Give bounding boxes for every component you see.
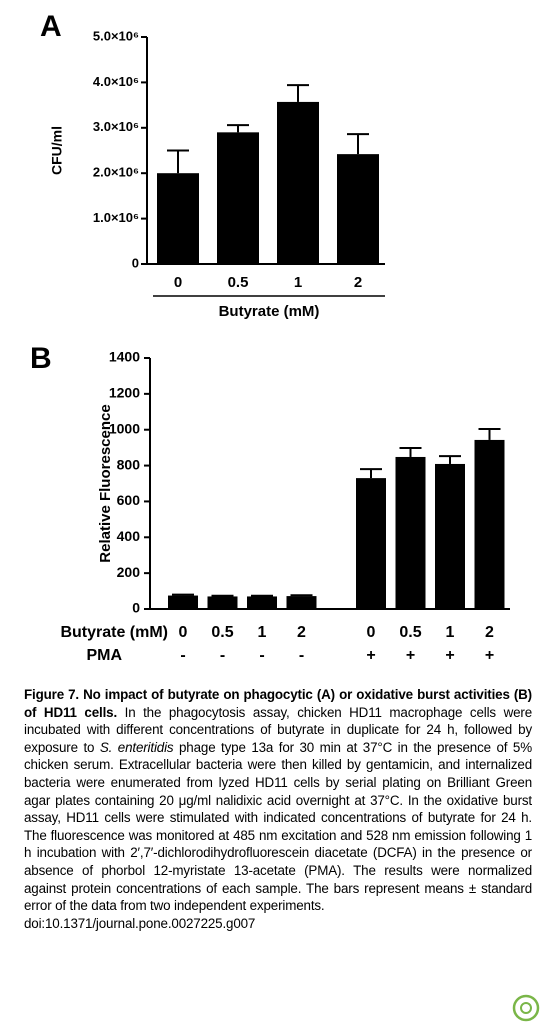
y-tick-label: 400 bbox=[117, 528, 141, 544]
x-tick-label: 2 bbox=[354, 274, 362, 291]
pma-label: - bbox=[180, 647, 185, 664]
caption-italic: S. enteritidis bbox=[99, 739, 174, 755]
x-tick-label: 0 bbox=[179, 624, 188, 641]
y-tick-label: 0 bbox=[132, 600, 140, 616]
y-axis-label: CFU/ml bbox=[49, 126, 65, 175]
x-tick-label: 0 bbox=[367, 624, 376, 641]
bar bbox=[435, 463, 465, 609]
y-tick-label: 1.0×10⁶ bbox=[93, 210, 139, 225]
pma-label: + bbox=[445, 647, 454, 664]
bar bbox=[356, 478, 386, 609]
doi: doi:10.1371/journal.pone.0027225.g007 bbox=[24, 915, 256, 931]
panel-label: A bbox=[40, 10, 62, 43]
y-tick-label: 1400 bbox=[109, 349, 140, 365]
row-label: Butyrate (mM) bbox=[60, 624, 168, 641]
pma-label: + bbox=[406, 647, 415, 664]
y-tick-label: 3.0×10⁶ bbox=[93, 119, 139, 134]
bar bbox=[277, 101, 319, 264]
panel-label: B bbox=[30, 342, 52, 375]
y-tick-label: 2.0×10⁶ bbox=[93, 165, 139, 180]
y-tick-label: 600 bbox=[117, 492, 141, 508]
x-tick-label: 0.5 bbox=[211, 624, 233, 641]
x-tick-label: 1 bbox=[258, 624, 267, 641]
caption-text: phage type 13a for 30 min at 37°C in the… bbox=[24, 739, 532, 914]
caption: Figure 7. No impact of butyrate on phago… bbox=[24, 686, 532, 932]
bar bbox=[286, 596, 317, 609]
caption-title: Figure 7. No impact of butyrate on phago… bbox=[24, 687, 532, 720]
y-tick-label: 1200 bbox=[109, 385, 140, 401]
bar bbox=[395, 456, 426, 609]
logo bbox=[512, 994, 540, 1022]
bar bbox=[207, 596, 238, 609]
logo bbox=[520, 1002, 532, 1014]
y-tick-label: 800 bbox=[117, 456, 141, 472]
x-tick-label: 1 bbox=[294, 274, 302, 291]
x-axis-label: Butyrate (mM) bbox=[219, 303, 320, 320]
pma-label: + bbox=[485, 647, 494, 664]
x-tick-label: 2 bbox=[485, 624, 494, 641]
x-tick-label: 2 bbox=[297, 624, 306, 641]
y-tick-label: 1000 bbox=[109, 420, 140, 436]
x-tick-label: 0.5 bbox=[399, 624, 421, 641]
bar bbox=[247, 596, 277, 609]
bar bbox=[337, 154, 379, 264]
figure: A 0 1.0×10⁶ 2.0×10⁶ 3.0×10⁶ 4.0×10⁶ 5.0×10⁶ CFU… bbox=[30, 10, 510, 664]
y-axis-label: Relative Fluorescence bbox=[97, 404, 114, 562]
bar bbox=[157, 173, 199, 264]
x-tick-label: 0 bbox=[174, 274, 182, 291]
y-tick-label: 4.0×10⁶ bbox=[93, 74, 139, 89]
pma-label: + bbox=[366, 647, 375, 664]
bar bbox=[217, 132, 259, 264]
y-tick-label: 0 bbox=[132, 255, 139, 270]
pma-label: - bbox=[259, 647, 264, 664]
x-tick-label: 0.5 bbox=[228, 274, 249, 291]
caption-text: In the phagocytosis assay, chicken HD11 … bbox=[24, 704, 532, 755]
pma-label: - bbox=[299, 647, 304, 664]
bar bbox=[474, 439, 505, 609]
y-tick-label: 5.0×10⁶ bbox=[93, 28, 139, 43]
x-tick-label: 1 bbox=[446, 624, 455, 641]
row-label: PMA bbox=[86, 647, 122, 664]
y-tick-label: 200 bbox=[117, 564, 141, 580]
bar bbox=[168, 595, 198, 609]
pma-label: - bbox=[220, 647, 225, 664]
